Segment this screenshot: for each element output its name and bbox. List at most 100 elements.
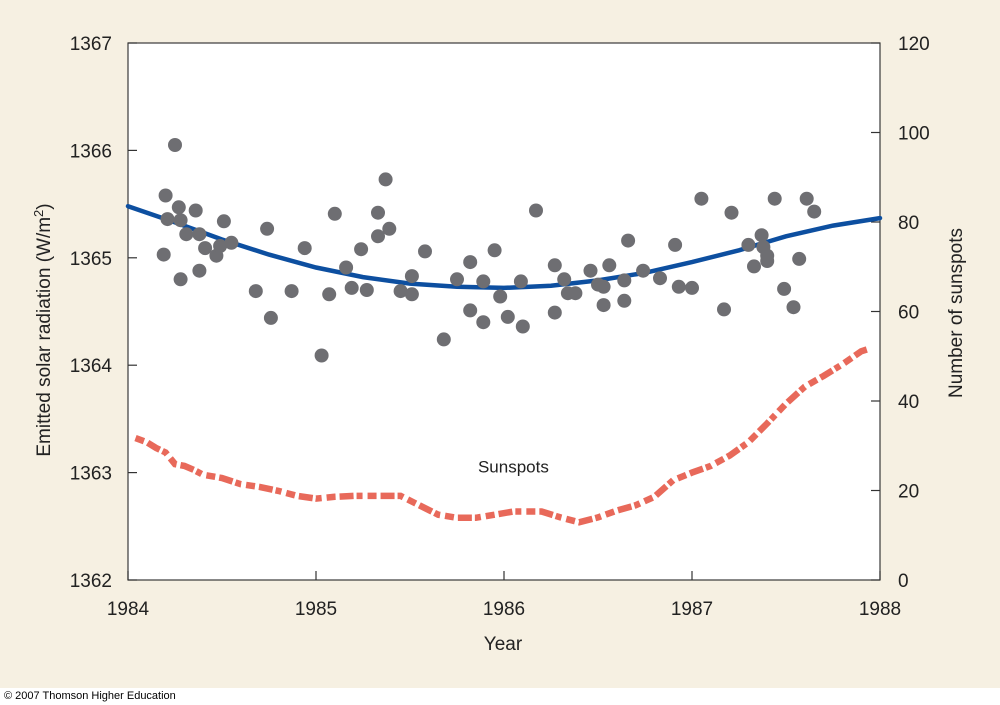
data-point [263,310,278,325]
chart-frame: 1984 1985 1986 1987 1988 1362 1363 1364 1365 1366… [31,34,967,655]
data-point [596,279,611,294]
y-left-tick-label: 1363 [70,464,112,485]
data-point [792,251,807,266]
data-point [767,191,782,206]
data-point [760,254,775,268]
y-right-tick-label: 80 [898,213,919,234]
data-point [404,287,419,302]
y-right-tick-label: 100 [898,124,930,145]
data-point [617,293,632,308]
data-point [754,228,769,243]
y-left-tick-label: 1362 [70,571,112,592]
data-point [224,235,239,250]
x-tick-label: 1984 [107,599,150,620]
data-point [156,247,171,262]
y-axis-left-label: Emitted solar radiation (W/m2) [31,203,55,456]
sunspots-line [134,346,868,526]
x-tick-label: 1985 [295,599,337,620]
data-point [171,200,186,215]
y-left-tick-label: 1364 [70,356,113,377]
data-point [529,203,543,218]
data-point [694,191,709,206]
y-right-tick-label: 60 [898,303,919,324]
y-right-tick-label: 40 [898,392,919,413]
solar-radiation-chart: 1984 1985 1986 1987 1988 1362 1363 1364 1365 1366… [31,34,967,655]
data-point [418,244,432,259]
data-point [168,138,182,152]
data-point [192,263,207,278]
data-point [179,227,194,242]
data-point [192,227,207,242]
data-point [547,305,562,320]
data-point [404,269,419,284]
data-point [741,237,756,252]
y-left-tick-label: 1367 [70,34,112,55]
data-point [777,281,792,296]
data-point [371,205,385,220]
data-point [786,300,801,315]
data-point [188,203,203,218]
data-point [617,273,632,288]
data-point [476,274,491,289]
data-point [393,284,408,299]
data-point [359,283,374,297]
y-right-tick-label: 0 [898,571,909,592]
data-point [248,284,263,299]
data-point [668,237,683,252]
data-point [450,272,464,287]
data-point [378,172,393,187]
data-point [747,259,761,274]
data-point [173,272,188,287]
data-point [602,258,617,273]
data-point [339,260,354,275]
data-point [344,280,359,295]
y-left-tick-label: 1365 [70,249,112,270]
data-point [216,214,231,229]
data-point [557,272,572,287]
data-point [717,302,731,317]
data-point [160,212,175,227]
data-point [487,243,502,258]
data-point [685,280,699,295]
copyright-footer: © 2007 Thomson Higher Education [0,688,1000,705]
data-point [371,229,385,244]
data-point [807,204,822,219]
data-point [297,241,312,256]
data-point [621,233,636,248]
data-point [568,286,583,301]
x-tick-label: 1986 [483,599,525,620]
data-point [653,271,667,286]
data-point [547,258,562,273]
data-point [500,309,515,324]
y-axis-right-label: Number of sunspots [946,228,967,398]
data-point [198,241,213,256]
data-point [513,274,528,289]
x-axis-label: Year [484,634,523,655]
data-point [476,315,491,330]
y-right-tick-label: 120 [898,34,930,55]
data-point [515,319,530,334]
data-point [583,263,598,278]
data-point [173,213,188,228]
data-point [799,191,814,206]
data-point [493,289,508,304]
y-left-tick-label: 1366 [70,141,112,162]
data-point [636,263,651,278]
data-point [596,298,611,313]
data-point [382,221,397,236]
y-right-tick-label: 20 [898,482,919,503]
x-tick-label: 1987 [671,599,713,620]
data-point [284,284,299,299]
data-point [260,221,275,236]
data-point [327,206,342,221]
data-point [354,242,369,257]
data-point [724,205,739,220]
sunspots-annotation: Sunspots [478,458,549,477]
data-point [671,279,686,294]
data-point [213,239,228,253]
data-point [463,303,478,318]
x-tick-label: 1988 [859,599,901,620]
data-point [314,348,329,363]
data-point [463,255,478,270]
data-point [158,188,173,203]
